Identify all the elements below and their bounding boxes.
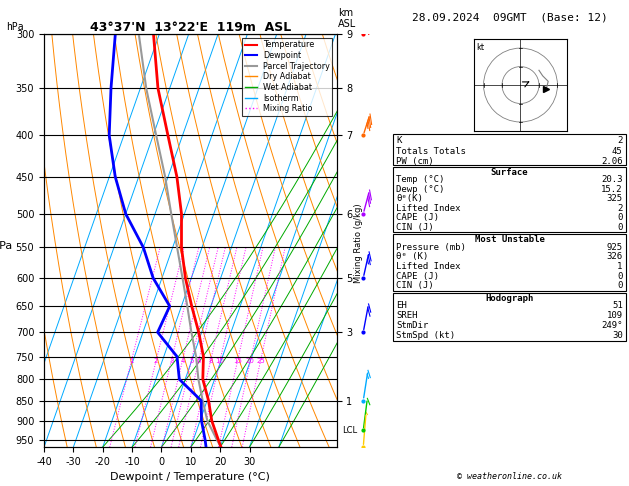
- Text: 20.3: 20.3: [601, 175, 623, 185]
- Text: 3: 3: [169, 358, 174, 364]
- Text: PW (cm): PW (cm): [396, 157, 434, 166]
- Text: 30: 30: [612, 331, 623, 340]
- Text: 0: 0: [617, 223, 623, 232]
- Text: 0: 0: [617, 281, 623, 291]
- Text: hPa: hPa: [6, 21, 24, 32]
- Text: 45: 45: [612, 147, 623, 156]
- Text: Hodograph: Hodograph: [486, 294, 533, 303]
- Text: 15: 15: [233, 358, 242, 364]
- Text: 2: 2: [617, 204, 623, 213]
- Text: 1: 1: [129, 358, 133, 364]
- Text: 51: 51: [612, 301, 623, 311]
- Text: CIN (J): CIN (J): [396, 223, 434, 232]
- Text: 249°: 249°: [601, 321, 623, 330]
- Text: km
ASL: km ASL: [338, 8, 356, 29]
- Text: 2: 2: [617, 136, 623, 145]
- Text: 326: 326: [606, 252, 623, 261]
- Text: 2: 2: [154, 358, 159, 364]
- Text: © weatheronline.co.uk: © weatheronline.co.uk: [457, 472, 562, 481]
- Text: K: K: [396, 136, 402, 145]
- Text: 10: 10: [216, 358, 225, 364]
- Text: Temp (°C): Temp (°C): [396, 175, 445, 185]
- Text: 8: 8: [208, 358, 213, 364]
- Text: SREH: SREH: [396, 312, 418, 320]
- Text: 2.06: 2.06: [601, 157, 623, 166]
- Text: 109: 109: [606, 312, 623, 320]
- Text: Pressure (mb): Pressure (mb): [396, 243, 466, 252]
- Text: Totals Totals: Totals Totals: [396, 147, 466, 156]
- Text: CAPE (J): CAPE (J): [396, 272, 439, 281]
- Text: 5: 5: [189, 358, 194, 364]
- Text: EH: EH: [396, 301, 407, 311]
- Text: kt: kt: [476, 43, 484, 52]
- Legend: Temperature, Dewpoint, Parcel Trajectory, Dry Adiabat, Wet Adiabat, Isotherm, Mi: Temperature, Dewpoint, Parcel Trajectory…: [242, 38, 333, 116]
- Text: 20: 20: [246, 358, 255, 364]
- Text: Dewp (°C): Dewp (°C): [396, 185, 445, 194]
- Text: θᵉ (K): θᵉ (K): [396, 252, 428, 261]
- Text: CAPE (J): CAPE (J): [396, 213, 439, 223]
- Text: 15.2: 15.2: [601, 185, 623, 194]
- Text: 925: 925: [606, 243, 623, 252]
- Text: 1: 1: [617, 262, 623, 271]
- Text: StmDir: StmDir: [396, 321, 428, 330]
- Text: 25: 25: [256, 358, 265, 364]
- Text: Lifted Index: Lifted Index: [396, 262, 461, 271]
- Text: 0: 0: [617, 272, 623, 281]
- Y-axis label: hPa: hPa: [0, 241, 12, 251]
- Text: Mixing Ratio (g/kg): Mixing Ratio (g/kg): [354, 203, 363, 283]
- Title: 43°37'N  13°22'E  119m  ASL: 43°37'N 13°22'E 119m ASL: [90, 21, 291, 34]
- Text: CIN (J): CIN (J): [396, 281, 434, 291]
- Text: Most Unstable: Most Unstable: [474, 235, 545, 244]
- Text: LCL: LCL: [342, 426, 357, 435]
- Text: 0: 0: [617, 213, 623, 223]
- Text: 28.09.2024  09GMT  (Base: 12): 28.09.2024 09GMT (Base: 12): [411, 12, 608, 22]
- Text: Lifted Index: Lifted Index: [396, 204, 461, 213]
- Text: 6: 6: [196, 358, 201, 364]
- Text: θᵉ(K): θᵉ(K): [396, 194, 423, 204]
- Text: StmSpd (kt): StmSpd (kt): [396, 331, 455, 340]
- Text: Surface: Surface: [491, 168, 528, 177]
- Text: 325: 325: [606, 194, 623, 204]
- X-axis label: Dewpoint / Temperature (°C): Dewpoint / Temperature (°C): [110, 472, 270, 483]
- Text: 4: 4: [181, 358, 185, 364]
